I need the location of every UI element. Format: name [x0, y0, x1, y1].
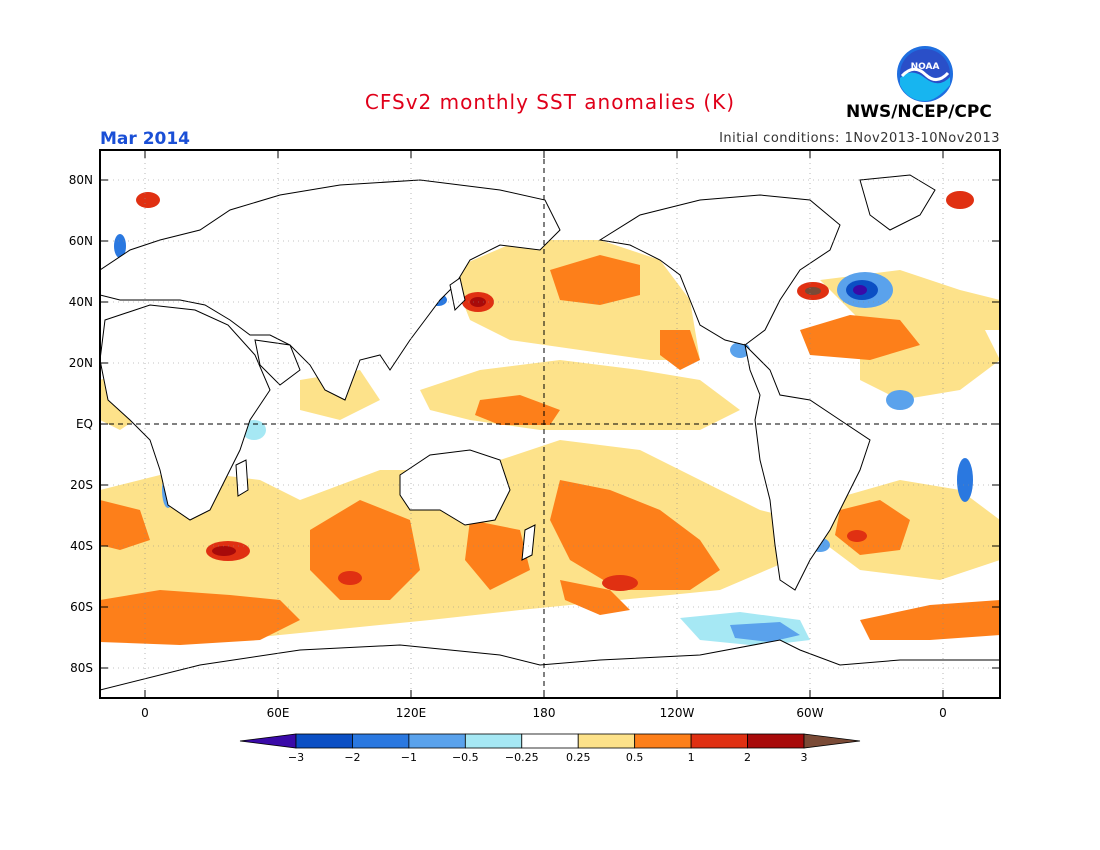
noaa-logo: NOAA	[897, 46, 953, 102]
lon-label: 60W	[796, 706, 823, 720]
lon-label: 120E	[396, 706, 427, 720]
colorbar-tick-label: 2	[744, 751, 751, 764]
lat-label: 60N	[69, 234, 93, 248]
colorbar-segment	[352, 733, 410, 749]
colorbar: −3 −2 −1 −0.5 −0.25 0.25 0.5 1 2 3	[239, 733, 861, 764]
forecast-period: Mar 2014	[100, 129, 191, 149]
lon-label: 60E	[267, 706, 290, 720]
logo-text: NOAA	[911, 62, 940, 72]
lat-label: 80N	[69, 173, 93, 187]
lon-label: 120W	[660, 706, 695, 720]
colorbar-tick-label: −0.25	[505, 751, 539, 764]
lat-label: 20N	[69, 356, 93, 370]
colorbar-tick-label: 0.5	[626, 751, 644, 764]
lon-label: 180	[533, 706, 556, 720]
colorbar-high-arrow	[803, 733, 861, 749]
colorbar-tick-label: −1	[401, 751, 417, 764]
colorbar-tick-label: 1	[688, 751, 695, 764]
lat-label: 60S	[70, 600, 93, 614]
map-title: CFSv2 monthly SST anomalies (K)	[364, 90, 736, 114]
lon-label: 0	[141, 706, 149, 720]
colorbar-tick-label: −3	[288, 751, 304, 764]
land-outlines	[100, 174, 1000, 698]
lat-label: 40N	[69, 295, 93, 309]
colorbar-segment	[577, 733, 636, 749]
lat-label: 80S	[70, 661, 93, 675]
colorbar-tick-label: −0.5	[452, 751, 479, 764]
colorbar-tick-label: 3	[801, 751, 808, 764]
colorbar-low-arrow	[239, 733, 297, 749]
colorbar-segment	[464, 733, 523, 749]
colorbar-segment	[295, 733, 353, 749]
colorbar-tick-label: 0.25	[566, 751, 591, 764]
colorbar-segment	[747, 733, 805, 749]
colorbar-segment	[690, 733, 748, 749]
lat-label: 40S	[70, 539, 93, 553]
initial-conditions: Initial conditions: 1Nov2013-10Nov2013	[719, 131, 1000, 146]
colorbar-segment	[521, 733, 579, 749]
lat-label: EQ	[76, 417, 93, 431]
lon-label: 0	[939, 706, 947, 720]
lat-label: 20S	[70, 478, 93, 492]
positive-weak-areas	[100, 240, 1000, 640]
colorbar-segment	[634, 733, 692, 749]
agency-label: NWS/NCEP/CPC	[846, 102, 992, 122]
colorbar-tick-label: −2	[344, 751, 360, 764]
colorbar-segment	[408, 733, 466, 749]
map-axes: 80N 60N 40N 20N EQ 20S 40S 60S 80S 0 60E 120E 180 120…	[69, 150, 1000, 720]
